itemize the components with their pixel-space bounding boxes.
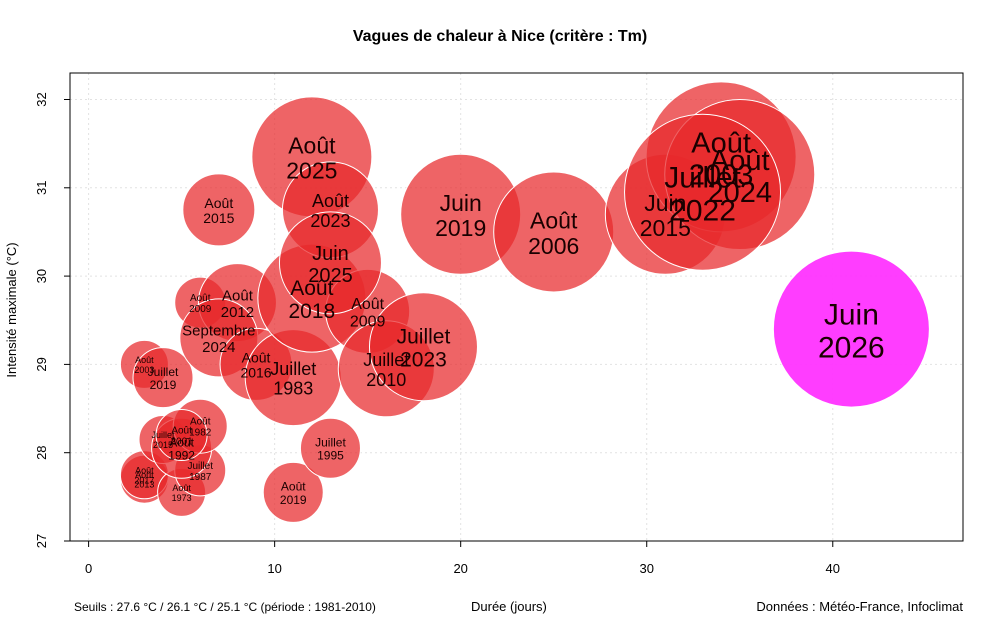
bubble-year-label: 2015	[640, 215, 691, 241]
bubble-year-label: 2009	[350, 314, 386, 331]
bubble-year-label: 2018	[288, 300, 335, 323]
chart-title: Vagues de chaleur à Nice (critère : Tm)	[352, 28, 648, 45]
current-heatwave-bubble	[772, 250, 930, 408]
y-tick-label: 32	[34, 92, 49, 106]
bubble-month-label: Août	[190, 417, 211, 428]
bubble-year-label: 2006	[528, 233, 579, 259]
heatwave-bubble	[262, 461, 324, 523]
bubble-year-label: 1982	[189, 428, 212, 439]
bubble-year-label: 2022	[669, 195, 736, 228]
bubble-month-label: Juillet	[152, 430, 176, 440]
bubble-month-label: Août	[135, 470, 154, 480]
bubble-year-label: 2025	[308, 265, 353, 287]
bubble-month-label: Juillet	[148, 365, 179, 379]
bubble-year-label: 2026	[818, 332, 885, 365]
x-tick-label: 0	[85, 561, 92, 576]
bubble-year-label: 1992	[168, 449, 195, 463]
bubble-year-label: 2025	[286, 158, 337, 184]
y-tick-label: 30	[34, 269, 49, 283]
bubble-month-label: Août	[204, 195, 233, 211]
y-axis-label: Intensité maximale (°C)	[4, 242, 19, 378]
heatwave-bubble	[278, 211, 382, 315]
bubble-year-label: 2019	[150, 378, 177, 392]
bubble-year-label: 2009	[189, 304, 212, 315]
plot-frame	[69, 72, 964, 542]
heatwave-bubble	[368, 292, 478, 402]
bubble-year-label: 2003	[134, 365, 154, 375]
y-tick-label: 27	[34, 534, 49, 548]
y-tick-label: 31	[34, 181, 49, 195]
bubble-year-label: 2017	[134, 475, 154, 485]
y-tick-label: 29	[34, 357, 49, 371]
bubble-year-label: 2003	[689, 159, 754, 191]
bubble-month-label: Juin	[312, 243, 349, 265]
bubble-month-label: Juillet	[187, 461, 213, 472]
bubble-month-label: Août	[312, 191, 349, 211]
bubble-year-label: 1987	[189, 472, 212, 483]
bubble-year-label: 1983	[273, 379, 313, 399]
thresholds-note: Seuils : 27.6 °C / 26.1 °C / 25.1 °C (pé…	[74, 600, 376, 614]
bubble-month-label: Août	[190, 293, 211, 304]
bubble-month-label: Août	[172, 483, 191, 493]
bubble-month-label: Septembre	[182, 323, 255, 340]
x-tick-label: 30	[639, 561, 653, 576]
bubble-month-label: Juillet	[270, 359, 316, 379]
bubble-month-label: Août	[135, 355, 154, 365]
heatwave-bubble	[132, 347, 194, 409]
bubble-month-label: Août	[281, 480, 306, 494]
bubble-year-label: 2013	[134, 480, 154, 490]
bubble-month-label: Juillet	[363, 350, 409, 370]
bubble-month-label: Août	[135, 465, 154, 475]
bubble-year-label: 2019	[435, 215, 486, 241]
bubble-year-label: 2012	[221, 304, 254, 321]
data-source-note: Données : Météo-France, Infoclimat	[756, 599, 963, 614]
bubble-year-label: 2024	[202, 339, 235, 356]
bubble-year-label: 2023	[310, 211, 350, 231]
bubble-year-label: 1973	[172, 493, 192, 503]
bubble-month-label: Juin	[644, 190, 686, 216]
bubble-year-label: 2019	[280, 493, 307, 507]
bubble-year-label: 2001	[171, 437, 194, 448]
bubble-month-label: Août	[290, 277, 333, 300]
bubble-month-label: Août	[222, 287, 254, 304]
bubble-month-label: Août	[169, 435, 194, 449]
bubble-month-label: Août	[691, 128, 751, 160]
bubble-month-label: Août	[242, 349, 271, 365]
y-tick-label: 28	[34, 445, 49, 459]
x-tick-label: 40	[826, 561, 840, 576]
bubble-month-label: Juin	[440, 190, 482, 216]
bubble-month-label: Juillet	[664, 162, 741, 195]
bubble-month-label: Août	[710, 145, 770, 177]
heatwave-bubble	[155, 409, 208, 462]
bubble-year-label: 2010	[366, 370, 406, 390]
bubble-year-label: 2015	[153, 440, 173, 450]
bubble-month-label: Juillet	[315, 435, 346, 449]
bubble-year-label: 2023	[400, 349, 447, 372]
heatwave-bubble	[299, 417, 361, 479]
bubble-year-label: 1995	[317, 449, 344, 463]
x-axis-label: Durée (jours)	[471, 599, 547, 614]
bubble-month-label: Août	[351, 296, 384, 313]
x-tick-label: 10	[267, 561, 281, 576]
bubble-year-label: 2015	[203, 210, 234, 226]
bubble-month-label: Août	[171, 426, 192, 437]
heatwave-bubble	[182, 173, 256, 247]
bubble-month-label: Juillet	[397, 326, 451, 349]
bubble-month-label: Août	[530, 207, 578, 233]
bubble-year-label: 2016	[240, 365, 271, 381]
bubble-month-label: Août	[288, 132, 336, 158]
x-tick-label: 20	[453, 561, 467, 576]
bubble-month-label: Juin	[824, 299, 879, 332]
bubble-year-label: 2024	[707, 177, 772, 209]
heatwave-bubble	[624, 113, 782, 271]
